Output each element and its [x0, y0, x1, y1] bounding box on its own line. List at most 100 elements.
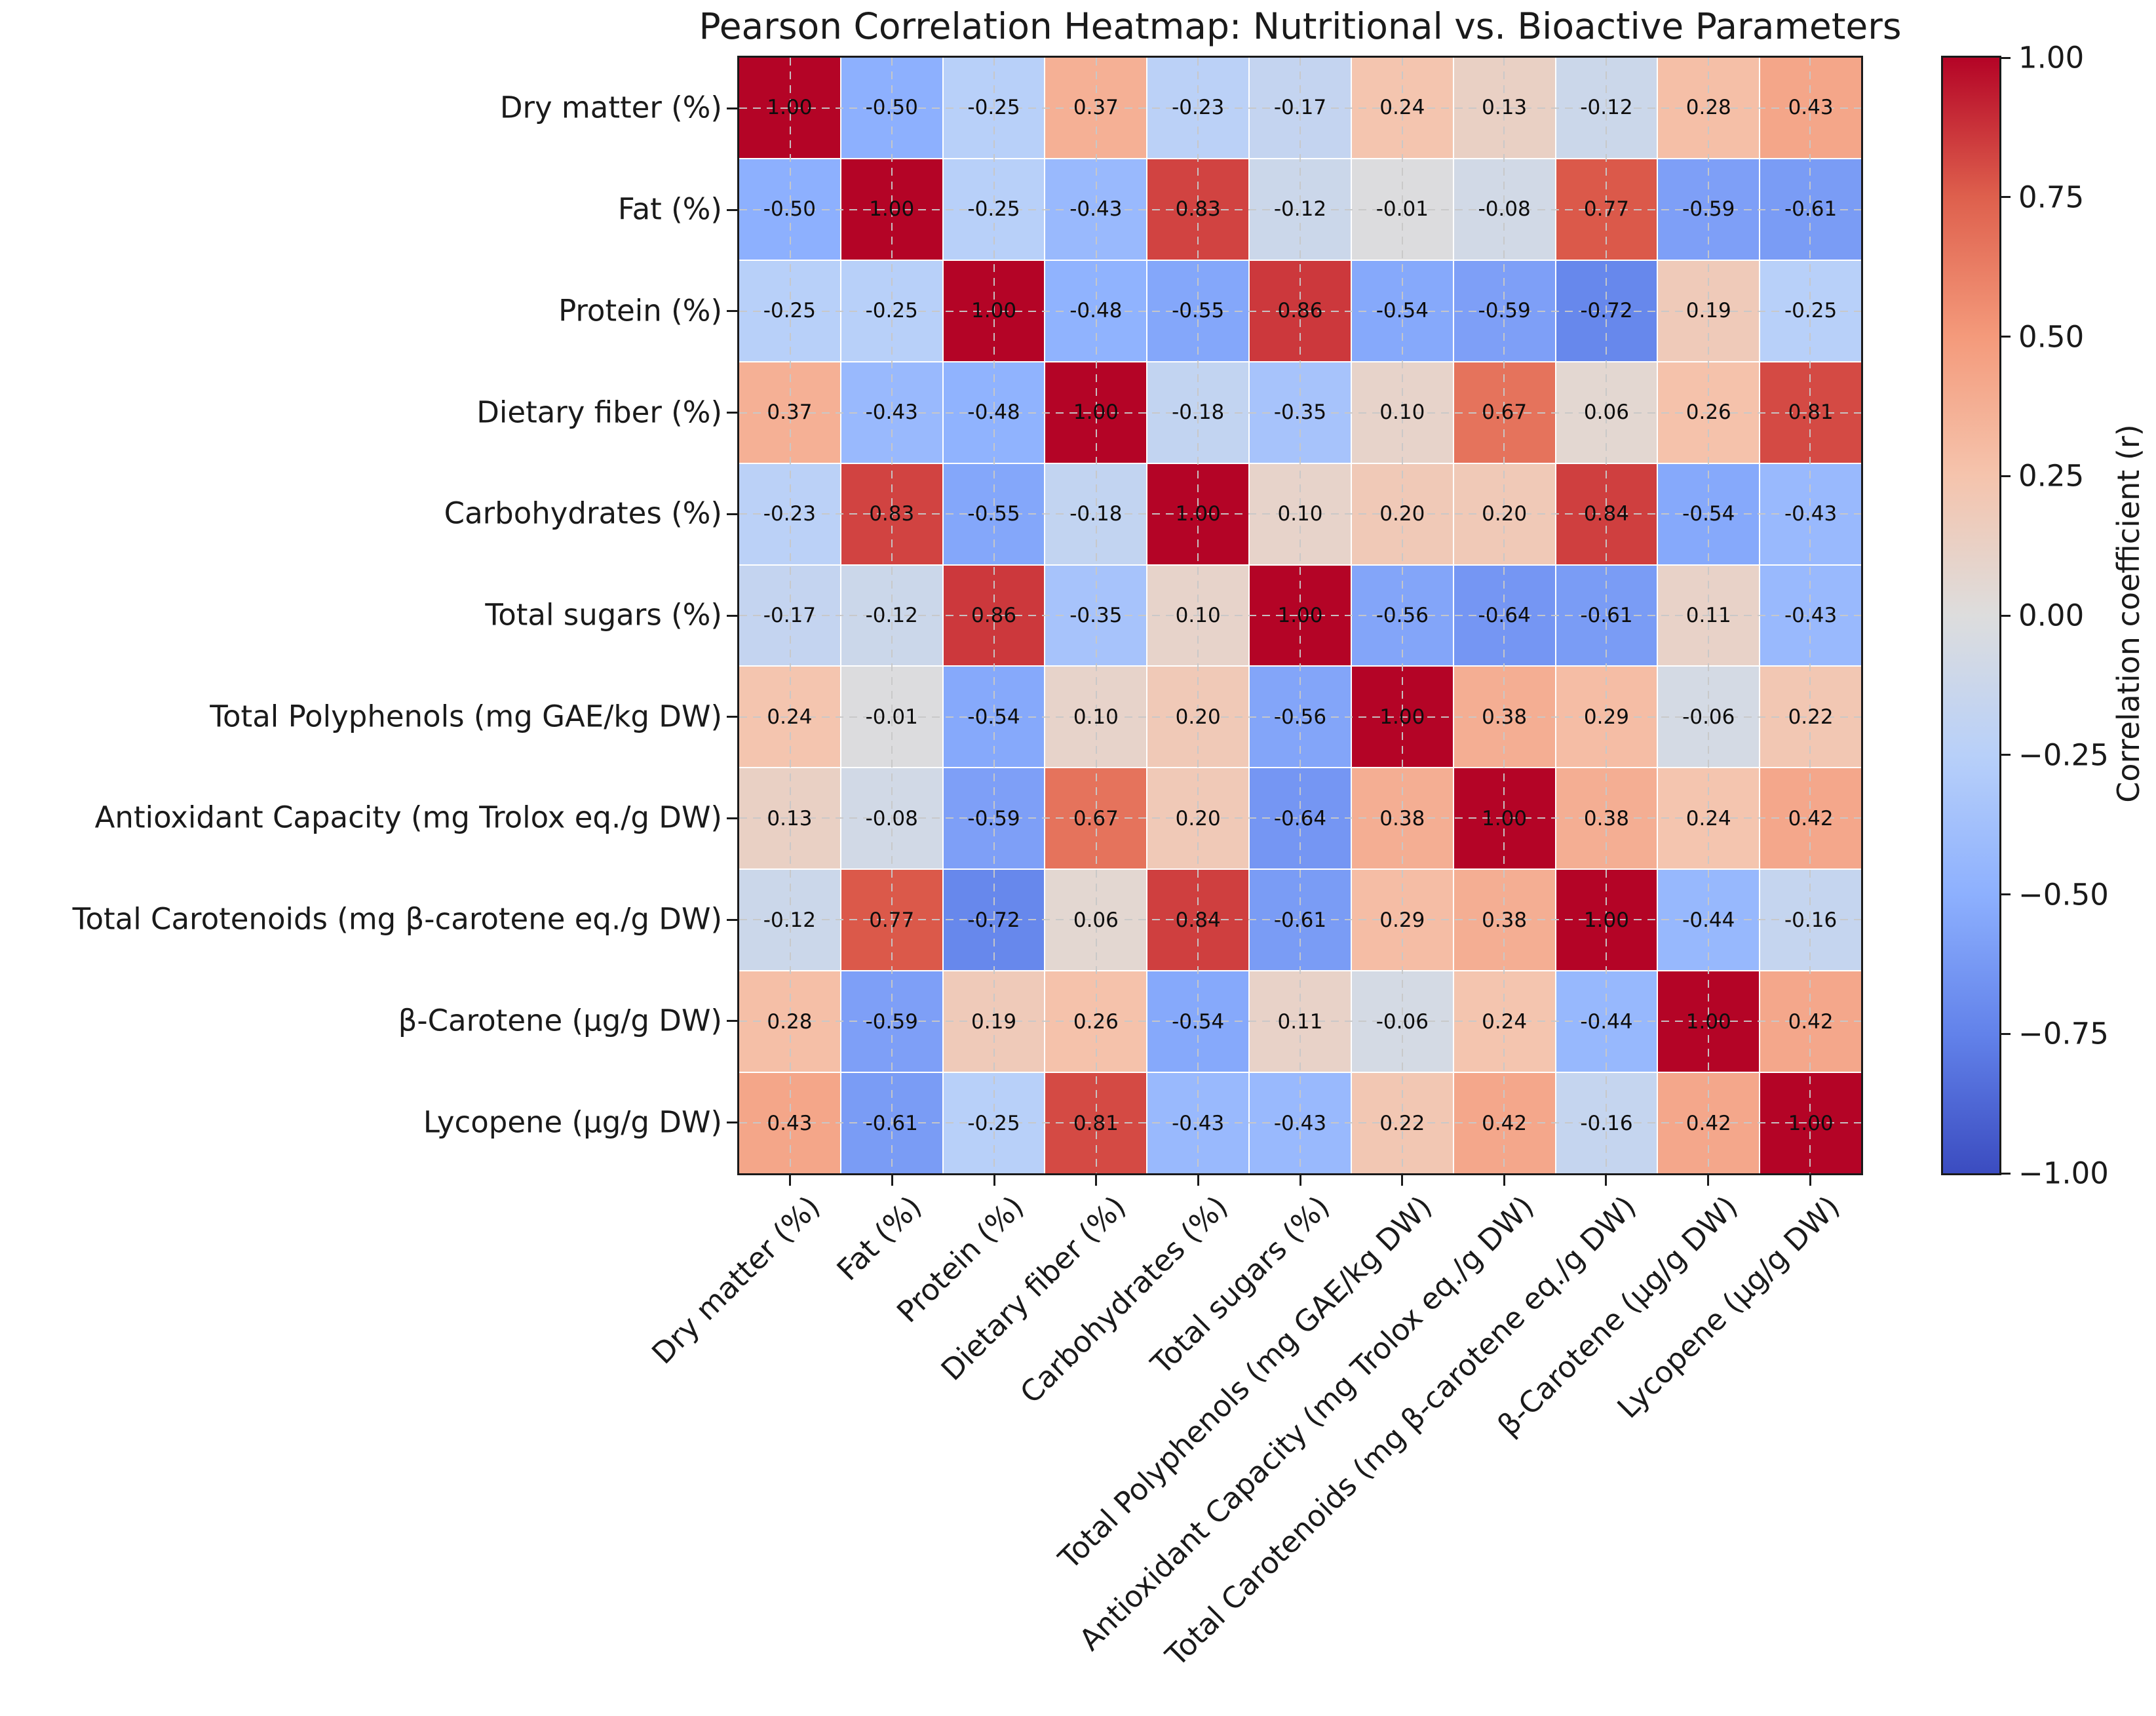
heatmap-cell: 0.10 [1045, 667, 1147, 768]
cell-value: -0.17 [1273, 96, 1327, 120]
cell-value: -0.43 [865, 400, 918, 425]
heatmap-cell: 1.00 [1147, 463, 1249, 564]
heatmap-cell: 0.28 [1658, 58, 1760, 158]
heatmap-cell: -0.54 [1351, 260, 1453, 361]
cell-value: 0.42 [1788, 1009, 1834, 1034]
heatmap-cell: -0.48 [1045, 260, 1147, 361]
cell-value: 0.13 [1482, 96, 1528, 120]
cell-value: -0.08 [865, 806, 918, 830]
heatmap-cell: 0.83 [1147, 159, 1249, 260]
cell-value: 1.00 [1788, 1111, 1834, 1135]
cell-value: 0.81 [1073, 1111, 1119, 1135]
x-axis-tick [1809, 1175, 1811, 1186]
colorbar-axis-label: Correlation coefficient (r) [2111, 424, 2146, 803]
cell-value: -0.61 [1784, 197, 1838, 222]
y-axis-tick [727, 716, 737, 718]
colorbar-tick [2001, 475, 2011, 477]
heatmap-cell: 0.38 [1453, 870, 1555, 971]
cell-value: 0.20 [1175, 806, 1221, 830]
heatmap-cell: 0.42 [1760, 768, 1861, 869]
heatmap-cell: -0.72 [1556, 260, 1657, 361]
heatmap-cell: 1.00 [1760, 1073, 1861, 1173]
heatmap-cell: 1.00 [1453, 768, 1555, 869]
cell-value: -0.50 [763, 197, 817, 222]
y-tick-label: Dry matter (%) [499, 90, 722, 125]
cell-value: -0.43 [1172, 1111, 1225, 1135]
cell-value: 0.26 [1685, 400, 1731, 425]
y-tick-label: Dietary fiber (%) [476, 394, 722, 429]
cell-value: 1.00 [1482, 806, 1528, 830]
cell-value: 0.10 [1379, 400, 1425, 425]
cell-value: 0.43 [767, 1111, 813, 1135]
cell-value: 0.83 [1175, 197, 1221, 222]
cell-value: -0.25 [967, 96, 1020, 120]
cell-value: 1.00 [1175, 502, 1221, 526]
heatmap-cell: 0.83 [841, 463, 942, 564]
x-tick-label: Total Polyphenols (mg GAE/kg DW) [1051, 1189, 1439, 1576]
cell-value: 0.84 [1583, 502, 1629, 526]
cell-value: -0.59 [1682, 197, 1735, 222]
cell-value: 0.28 [1685, 96, 1731, 120]
cell-value: 0.24 [767, 705, 813, 729]
cell-value: 0.37 [1073, 96, 1119, 120]
heatmap-cell: 0.37 [739, 362, 840, 463]
x-axis-tick [1197, 1175, 1199, 1186]
cell-value: -0.56 [1273, 705, 1327, 729]
heatmap-cell: 0.11 [1250, 971, 1351, 1072]
heatmap-cell: -0.54 [1658, 463, 1760, 564]
cell-value: -0.35 [1069, 603, 1123, 627]
colorbar-tick [2001, 196, 2011, 199]
cell-value: -0.25 [865, 299, 918, 323]
y-axis-tick [727, 107, 737, 109]
chart-title: Pearson Correlation Heatmap: Nutritional… [699, 5, 1902, 47]
heatmap-cell: 0.86 [943, 565, 1045, 666]
heatmap-cell: 0.10 [1351, 362, 1453, 463]
heatmap-cell: 0.26 [1045, 971, 1147, 1072]
y-axis-tick [727, 310, 737, 313]
cell-value: 1.00 [1073, 400, 1119, 425]
heatmap-cell: -0.25 [1760, 260, 1861, 361]
heatmap-cell: -0.18 [1147, 362, 1249, 463]
cell-value: 0.42 [1685, 1111, 1731, 1135]
y-tick-label: Antioxidant Capacity (mg Trolox eq./g DW… [94, 800, 722, 835]
colorbar-gradient [1943, 58, 1999, 1173]
cell-value: 0.20 [1482, 502, 1528, 526]
colorbar-tick [2001, 754, 2011, 756]
heatmap-cell: -0.43 [1250, 1073, 1351, 1173]
y-tick-label: Fat (%) [617, 191, 722, 227]
y-axis-tick [727, 817, 737, 819]
heatmap-cell: -0.43 [1760, 463, 1861, 564]
colorbar-tick [2001, 614, 2011, 617]
cell-value: 0.83 [869, 502, 915, 526]
cell-value: -0.54 [1376, 299, 1429, 323]
heatmap-cell: 0.22 [1351, 1073, 1453, 1173]
heatmap-cell: 0.28 [739, 971, 840, 1072]
x-axis-tick [891, 1175, 893, 1186]
heatmap-cell: 0.19 [943, 971, 1045, 1072]
cell-value: 0.22 [1379, 1111, 1425, 1135]
y-tick-label: β-Carotene (µg/g DW) [398, 1003, 722, 1038]
cell-value: -0.12 [1273, 197, 1327, 222]
heatmap-cell: 0.81 [1045, 1073, 1147, 1173]
heatmap-cell: 0.43 [1760, 58, 1861, 158]
heatmap-cell: 0.84 [1556, 463, 1657, 564]
cell-value: 1.00 [869, 197, 915, 222]
cell-value: 0.19 [1685, 299, 1731, 323]
cell-value: 0.20 [1175, 705, 1221, 729]
cell-value: -0.43 [1784, 603, 1838, 627]
heatmap-cell: -0.56 [1351, 565, 1453, 666]
cell-value: -0.54 [967, 705, 1020, 729]
heatmap-cell: 0.24 [739, 667, 840, 768]
heatmap-cell: 0.10 [1250, 463, 1351, 564]
x-axis-tick [789, 1175, 792, 1186]
heatmap-cell: 0.06 [1045, 870, 1147, 971]
heatmap-cell: -0.01 [841, 667, 942, 768]
y-axis-tick [727, 1121, 737, 1124]
cell-value: 0.38 [1482, 705, 1528, 729]
cell-value: -0.56 [1376, 603, 1429, 627]
heatmap-cell: -0.16 [1760, 870, 1861, 971]
colorbar-tick-label: 0.75 [2018, 180, 2085, 215]
cell-value: 0.10 [1073, 705, 1119, 729]
colorbar-tick-label: −0.75 [2018, 1016, 2109, 1051]
